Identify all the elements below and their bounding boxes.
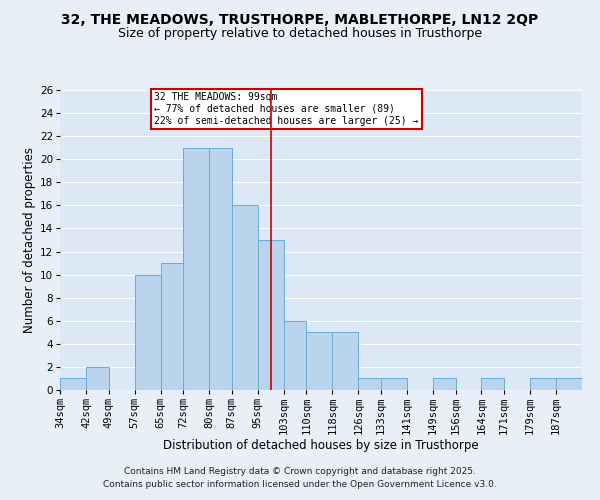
Bar [358, 378, 381, 390]
Y-axis label: Number of detached properties: Number of detached properties [23, 147, 35, 333]
Bar [284, 321, 307, 390]
Bar [86, 367, 109, 390]
X-axis label: Distribution of detached houses by size in Trusthorpe: Distribution of detached houses by size … [163, 438, 479, 452]
Bar [209, 148, 232, 390]
Bar [258, 240, 284, 390]
Bar [161, 263, 183, 390]
Bar [433, 378, 455, 390]
Text: Contains HM Land Registry data © Crown copyright and database right 2025.: Contains HM Land Registry data © Crown c… [124, 467, 476, 476]
Bar [381, 378, 407, 390]
Text: Size of property relative to detached houses in Trusthorpe: Size of property relative to detached ho… [118, 28, 482, 40]
Bar [134, 274, 161, 390]
Bar [232, 206, 258, 390]
Bar [530, 378, 556, 390]
Text: 32, THE MEADOWS, TRUSTHORPE, MABLETHORPE, LN12 2QP: 32, THE MEADOWS, TRUSTHORPE, MABLETHORPE… [61, 12, 539, 26]
Bar [307, 332, 332, 390]
Bar [60, 378, 86, 390]
Text: Contains public sector information licensed under the Open Government Licence v3: Contains public sector information licen… [103, 480, 497, 489]
Bar [556, 378, 582, 390]
Text: 32 THE MEADOWS: 99sqm
← 77% of detached houses are smaller (89)
22% of semi-deta: 32 THE MEADOWS: 99sqm ← 77% of detached … [154, 92, 418, 126]
Bar [183, 148, 209, 390]
Bar [481, 378, 504, 390]
Bar [332, 332, 358, 390]
